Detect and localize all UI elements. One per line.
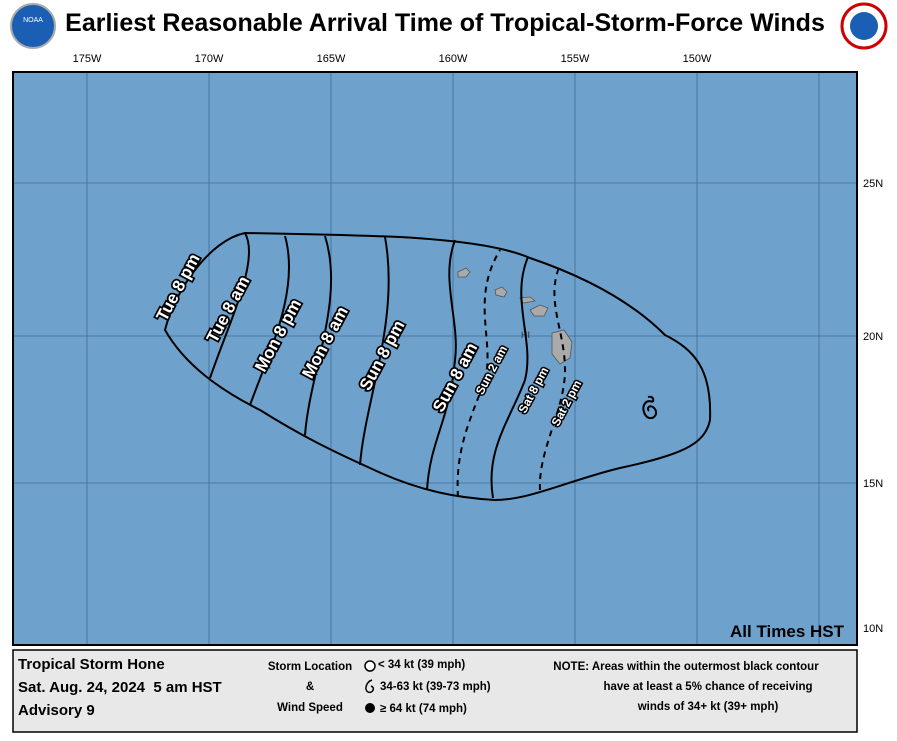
contour — [304, 235, 333, 436]
nws-logo-inner — [850, 12, 878, 40]
lat-label: 15N — [863, 478, 883, 490]
legend-symbol — [364, 660, 376, 672]
lon-label: 170W — [195, 53, 224, 65]
note: have at least a 5% chance of receiving — [603, 681, 812, 693]
storm-name: Tropical Storm Hone — [18, 656, 165, 673]
lon-labels: 175W 170W 165W 160W 155W 150W — [73, 53, 712, 65]
lon-label: 160W — [439, 53, 468, 65]
island — [551, 329, 573, 365]
contour-dashed — [538, 264, 567, 491]
legend-symbol — [365, 703, 375, 713]
legend-panel — [12, 649, 858, 733]
legend-symbol — [365, 679, 375, 694]
title: Earliest Reasonable Arrival Time of Trop… — [65, 9, 825, 37]
contour — [209, 232, 250, 379]
island — [457, 267, 471, 278]
map-frame — [12, 71, 858, 646]
lat-label: 25N — [863, 178, 883, 190]
lon-label: 165W — [317, 53, 346, 65]
contour-dashed — [456, 249, 501, 498]
lat-labels: 25N 20N 15N 10N — [863, 178, 883, 635]
note: winds of 34+ kt (39+ mph) — [637, 701, 779, 713]
times-note: All Times HST — [730, 622, 845, 641]
contour — [249, 235, 290, 406]
contours — [163, 231, 712, 502]
legend-title: & — [306, 681, 314, 693]
storm-date: Sat. Aug. 24, 2024 5 am HST — [18, 679, 222, 696]
advisory: Advisory 9 — [18, 702, 95, 719]
legend-title: Storm Location — [268, 661, 352, 673]
lon-label: 175W — [73, 53, 102, 65]
storm-symbol — [642, 395, 658, 420]
islands — [457, 267, 573, 365]
noaa-logo — [10, 3, 56, 49]
lat-label: 20N — [863, 331, 883, 343]
lon-label: 155W — [561, 53, 590, 65]
island — [529, 304, 549, 317]
legend-item: < 34 kt (39 mph) — [378, 659, 465, 671]
lon-label: 150W — [683, 53, 712, 65]
outer-contour — [163, 231, 712, 502]
legend-item: ≥ 64 kt (74 mph) — [380, 703, 467, 715]
grid — [14, 73, 856, 644]
note: NOTE: Areas within the outermost black c… — [553, 661, 819, 673]
noaa-text: NOAA — [23, 17, 43, 24]
legend-item: 34-63 kt (39-73 mph) — [380, 681, 491, 693]
contour — [359, 236, 390, 466]
contour — [490, 256, 529, 499]
legend-title: Wind Speed — [277, 702, 343, 714]
island — [494, 286, 508, 298]
lat-label: 10N — [863, 623, 883, 635]
contour — [426, 239, 457, 491]
